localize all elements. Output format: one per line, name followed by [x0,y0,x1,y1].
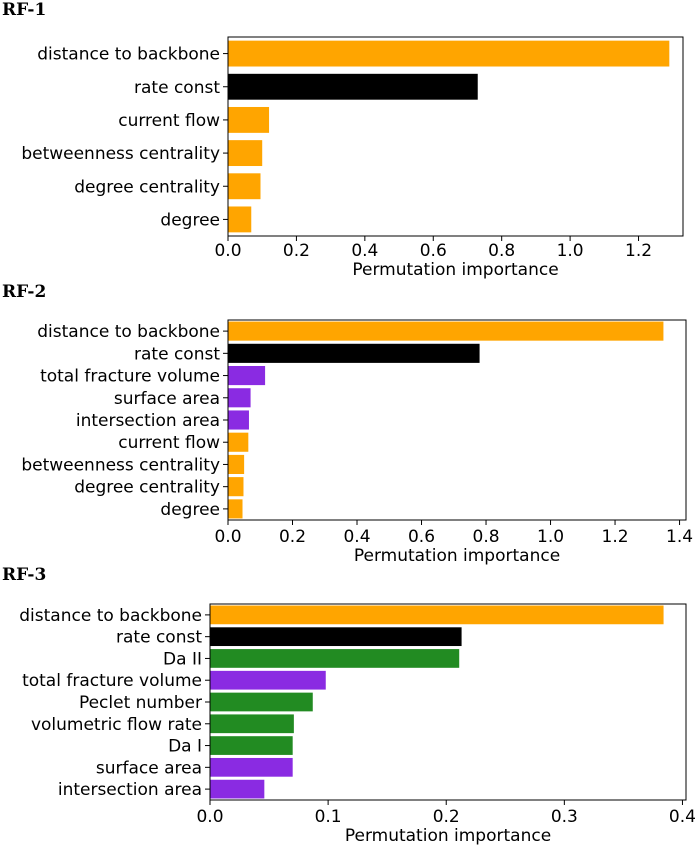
x-tick-label: 0.0 [214,241,241,261]
y-tick-label: betweenness centrality [21,144,220,164]
x-tick-label: 0.2 [283,241,310,261]
bar [228,499,243,519]
chart-title: RF-3 [2,565,47,585]
y-tick-label: betweenness centrality [21,455,220,475]
bar [228,321,664,341]
bar [228,106,270,133]
x-tick-label: 0.8 [488,241,515,261]
chart-panel-rf1: RF-1 distance to backbone rate const curre… [0,0,699,290]
y-tick-label: volumetric flow rate [31,715,202,735]
bar [210,649,460,668]
x-tick-label: 0.3 [551,807,578,827]
y-tick-label: total fracture volume [22,671,202,691]
y-tick-label: distance to backbone [37,322,220,342]
bar [210,627,462,647]
bar [228,366,266,386]
x-tick-label: 1.0 [537,527,564,547]
chart-panel-rf3: RF-3 distance to backbone rate const Da II… [0,560,699,854]
y-tick-label: intersection area [76,411,220,431]
x-tick-label: 0.0 [196,807,223,827]
plot-frame [209,603,687,801]
x-tick-label: 0.4 [669,807,696,827]
y-tick-label: surface area [96,758,202,778]
chart-panel-rf2: RF-2 distance to backbone rate const total… [0,280,699,580]
y-tick-label: Da II [163,649,202,669]
x-tick-label: 0.6 [408,527,435,547]
x-tick-label: 0.4 [351,241,378,261]
bar [228,173,261,200]
bar [228,477,244,497]
bar [210,757,293,777]
bar [228,73,478,100]
y-tick-label: degree centrality [74,478,220,498]
chart-title: RF-2 [2,282,47,302]
bar [228,454,245,474]
x-tick-label: 0.8 [473,527,500,547]
plot-frame [227,36,684,237]
y-tick-label: Da I [168,737,202,757]
y-tick-label: total fracture volume [40,367,220,387]
x-tick-label: 1.0 [557,241,584,261]
y-tick-label: degree [160,500,220,520]
x-tick-label: 0.2 [433,807,460,827]
y-tick-label: degree centrality [74,177,220,197]
x-tick-label: 1.4 [666,527,693,547]
y-tick-label: distance to backbone [19,606,202,626]
bar [228,206,252,233]
y-tick-label: intersection area [58,780,202,800]
y-tick-label: surface area [114,389,220,409]
y-tick-label: current flow [118,433,220,453]
bar [210,670,326,690]
bar [228,343,480,363]
x-tick-label: 0.6 [420,241,447,261]
bar [210,779,265,799]
y-tick-label: rate const [116,628,202,648]
y-tick-label: Peclet number [79,693,202,713]
bar [228,388,251,408]
bar [210,714,294,734]
bar [210,736,293,755]
x-axis-label: Permutation importance [354,546,560,566]
chart-rf1: distance to backbone rate const current fl… [21,36,684,280]
x-axis-label: Permutation importance [352,260,558,280]
x-tick-label: 0.4 [343,527,370,547]
x-tick-label: 0.0 [214,527,241,547]
y-tick-label: degree [160,210,220,230]
bar [210,692,313,712]
y-tick-label: rate const [134,344,220,364]
chart-title: RF-1 [2,0,47,20]
x-tick-label: 1.2 [602,527,629,547]
bar [228,410,249,430]
bar [228,40,670,67]
y-tick-label: distance to backbone [37,45,220,65]
plot-frame [227,319,687,521]
x-axis-label: Permutation importance [345,826,551,846]
x-tick-label: 1.2 [625,241,652,261]
y-tick-label: rate const [134,78,220,98]
y-tick-label: current flow [118,111,220,131]
bar [210,605,664,625]
x-tick-label: 0.2 [279,527,306,547]
x-tick-label: 0.1 [315,807,342,827]
bar [228,140,263,167]
bar [228,432,249,452]
